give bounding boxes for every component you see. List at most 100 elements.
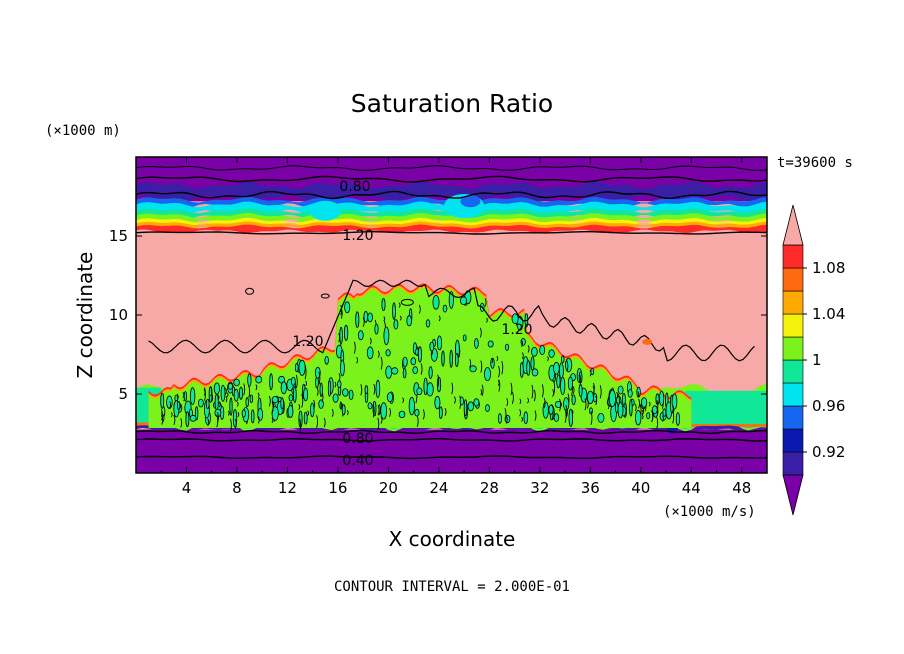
- cloud-contour-wiggle: [637, 391, 640, 398]
- cloud-contour-wiggle: [380, 416, 383, 424]
- cloud-contour-wiggle: [506, 398, 509, 407]
- cloud-speck: [357, 330, 364, 341]
- cloud-speck: [438, 406, 443, 420]
- x-axis-label: X coordinate: [389, 527, 516, 551]
- colorbar-label: 1.08: [812, 259, 845, 277]
- band-lower-dry: [136, 429, 767, 473]
- y-axis-ticks: 5 10 15: [109, 227, 767, 403]
- cloud-contour-wiggle: [491, 357, 494, 364]
- contour-label-low-040: 0.40: [342, 453, 373, 469]
- cloud-contour-wiggle: [161, 415, 164, 425]
- cloud-contour-wiggle: [227, 410, 230, 416]
- cloud-speck: [380, 402, 388, 420]
- cloud-contour-wiggle: [438, 315, 441, 322]
- cloud-contour-wiggle: [316, 387, 319, 396]
- cloud-speck: [553, 361, 560, 375]
- cloud-contour-wiggle: [416, 415, 419, 427]
- x-tick-label: 8: [232, 479, 242, 497]
- cloud-contour-wiggle: [389, 407, 391, 417]
- cloud-contour-wiggle: [182, 391, 185, 399]
- cloud-speck: [442, 304, 448, 313]
- cloud-speck: [339, 326, 343, 345]
- cloud-contour-wiggle: [299, 418, 302, 433]
- cloud-speck: [530, 356, 535, 371]
- colorbar-labels: 1.08 1.04 1 0.96 0.92: [803, 259, 845, 461]
- colorbar-swatch: [782, 382, 804, 407]
- cloud-speck: [205, 398, 210, 410]
- cloud-contour-wiggle: [248, 386, 251, 398]
- chart-title: Saturation Ratio: [351, 89, 553, 118]
- x-tick-label: 16: [328, 479, 347, 497]
- cloud-speck: [332, 393, 339, 403]
- cloud-contour-wiggle: [510, 382, 513, 396]
- cloud-speck: [646, 412, 651, 420]
- x-units-label: (×1000 m/s): [663, 504, 756, 520]
- cloud-contour-wiggle: [225, 387, 227, 396]
- contour-label-low-080: 0.80: [342, 431, 373, 447]
- cloud-speck: [490, 357, 495, 369]
- cloud-speck: [227, 382, 233, 390]
- cloud-contour-wiggle: [331, 408, 334, 417]
- cloud-speck: [473, 398, 480, 407]
- cloud-contour-wiggle: [656, 400, 659, 413]
- cloud-speck: [385, 349, 391, 357]
- cloud-contour-wiggle: [298, 403, 301, 411]
- cloud-contour-wiggle: [497, 380, 500, 386]
- cloud-contour-wiggle: [641, 414, 644, 420]
- contour-upper-3: [136, 190, 767, 200]
- cloud-contour-wiggle: [634, 403, 637, 412]
- colorbar-swatch: [782, 359, 804, 384]
- cloud-speck: [520, 337, 526, 346]
- cloud-contour-wiggle: [334, 381, 337, 388]
- cloud-contour-wiggle: [169, 401, 172, 409]
- cloud-contour-wiggle: [211, 393, 214, 402]
- cloud-speck: [344, 301, 351, 314]
- cloud-contour-wiggle: [204, 387, 206, 401]
- cloud-speck: [586, 390, 594, 405]
- colorbar-swatch: [782, 428, 804, 453]
- cloud-contour-wiggle: [662, 415, 664, 422]
- cloud-speck: [374, 323, 379, 335]
- cloud-contour-wiggle: [641, 409, 644, 415]
- cloud-speck: [597, 412, 605, 423]
- cloud-speck: [185, 411, 190, 428]
- cloud-speck: [571, 394, 576, 406]
- cloud-contour-wiggle: [226, 392, 229, 398]
- cloud-contour-wiggle: [304, 365, 307, 380]
- cloud-speck: [436, 376, 442, 393]
- cloud-speck: [386, 392, 394, 403]
- cloud-contour-wiggle: [505, 415, 508, 424]
- cloud-contour-wiggle: [305, 380, 308, 387]
- cloud-speck: [367, 312, 373, 323]
- cloud-speck: [392, 302, 396, 320]
- cloud-contour-wiggle: [484, 298, 487, 307]
- cloud-speck: [249, 394, 254, 403]
- cloud-contour-wiggle: [579, 374, 582, 387]
- cloud-speck: [303, 387, 309, 402]
- cloud-contour-wiggle: [163, 406, 166, 418]
- colorbar-swatch: [782, 290, 804, 315]
- y-axis-label: Z coordinate: [73, 252, 97, 379]
- cloud-speck: [294, 362, 299, 373]
- cloud-contour-wiggle: [656, 416, 659, 429]
- cloud-speck: [197, 398, 204, 408]
- contour-120-upper: [136, 231, 767, 235]
- cloud-contour-wiggle: [552, 389, 555, 397]
- cloud-speck: [398, 410, 406, 419]
- cloud-speck: [542, 401, 549, 419]
- x-tick-label: 12: [278, 479, 297, 497]
- cloud-contour-wiggle: [480, 389, 483, 396]
- cloud-contour-wiggle: [521, 416, 523, 422]
- cloud-contour-wiggle: [377, 350, 380, 358]
- cloud-contour-wiggle: [559, 398, 562, 412]
- cloud-contour-wiggle: [531, 384, 534, 399]
- contour-lines: [136, 165, 767, 460]
- cloud-speck: [298, 359, 306, 376]
- contour-blob: [400, 298, 414, 306]
- cloud-contour-wiggle: [203, 388, 206, 396]
- cloud-contour-wiggle: [651, 411, 654, 422]
- cloud-speck: [548, 404, 554, 415]
- cloud-contour-wiggle: [553, 380, 556, 395]
- cloud-speck: [183, 391, 187, 402]
- cloud-speck: [519, 362, 524, 378]
